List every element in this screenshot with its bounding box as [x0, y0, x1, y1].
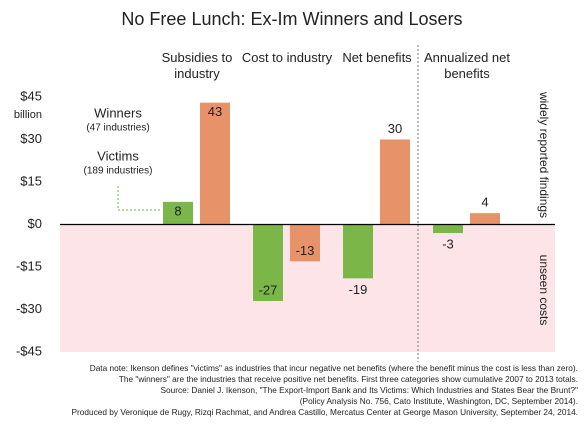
bar: [200, 102, 230, 225]
y-tick-label: -$30: [16, 301, 42, 316]
value-label: 30: [388, 121, 402, 136]
value-label: -3: [442, 236, 454, 251]
legend-note: (47 industries): [86, 123, 149, 134]
footnote: (Policy Analysis No. 756, Cato Institute…: [300, 396, 578, 406]
bar: [470, 213, 500, 225]
y-unit: billion: [14, 109, 42, 121]
value-label: -27: [259, 282, 278, 297]
category-label: Annualized net benefits: [423, 50, 510, 81]
y-tick-label: $45: [20, 88, 42, 103]
footnote: Data note: Ikenson defines "victims" as …: [90, 363, 578, 373]
y-tick-label: $30: [20, 131, 42, 146]
y-tick-label: -$45: [16, 343, 42, 358]
value-label: -13: [296, 243, 315, 258]
bar: [343, 224, 373, 279]
legend-pointer: [117, 186, 161, 211]
legend-label: Winners: [94, 105, 142, 120]
value-label: 43: [208, 104, 222, 119]
y-tick-label: $15: [20, 173, 42, 188]
y-tick-label: -$15: [16, 258, 42, 273]
value-label: 4: [481, 195, 488, 210]
category-label: Cost to industry: [241, 50, 333, 65]
footnote: Source: Daniel J. Ikenson, "The Export-I…: [160, 385, 578, 395]
bar: [163, 201, 193, 225]
footnote: Produced by Veronique de Rugy, Rizqi Rac…: [71, 407, 578, 417]
bar: [380, 139, 410, 225]
value-label: 8: [174, 203, 181, 218]
side-label: widely reported findings: [537, 91, 551, 218]
bar: [433, 224, 463, 233]
legend-note: (189 industries): [84, 166, 153, 177]
category-label: Subsidies to industry: [161, 50, 233, 81]
y-tick-label: $0: [28, 216, 42, 231]
value-label: -19: [349, 282, 368, 297]
footnote: The "winners" are the industries that re…: [119, 374, 578, 384]
side-label: unseen costs: [537, 255, 551, 326]
bar: [253, 224, 283, 301]
bar: [290, 224, 320, 262]
chart-title: No Free Lunch: Ex-Im Winners and Losers: [121, 9, 462, 29]
category-label: Net benefits: [342, 50, 412, 65]
legend-label: Victims: [97, 148, 139, 163]
